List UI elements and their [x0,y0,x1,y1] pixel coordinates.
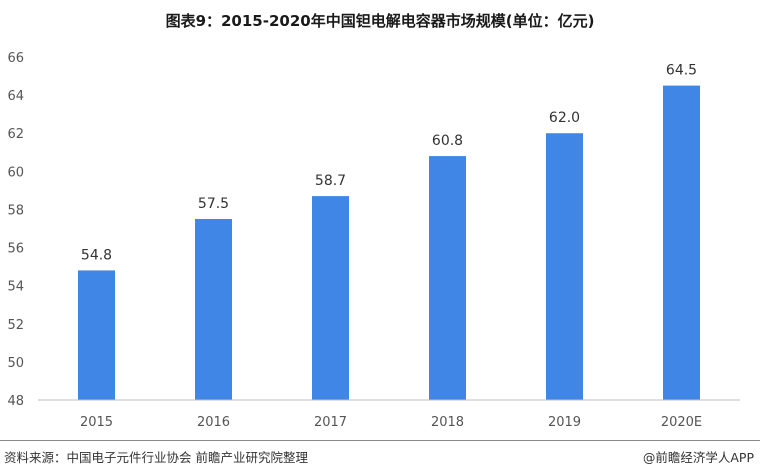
data-label-2015: 54.8 [81,247,112,263]
y-tick-label: 56 [7,242,24,257]
bar-2017 [312,196,349,400]
bar-2019 [546,133,583,400]
x-tick-label-2020E: 2020E [661,415,702,430]
source-note: 资料来源：中国电子元件行业协会 前瞻产业研究院整理 [4,450,308,465]
x-tick-label-2016: 2016 [197,415,230,430]
bar-2018 [429,156,466,400]
y-tick-label: 52 [7,318,24,333]
y-tick-label: 48 [7,394,24,409]
x-tick-label-2017: 2017 [314,415,347,430]
credit-note: @前瞻经济学人APP [642,450,754,465]
bar-2016 [195,218,232,400]
y-tick-label: 62 [7,127,24,142]
x-tick-label-2018: 2018 [431,415,464,430]
bar-chart: 48 50 52 54 56 58 60 62 64 66 54.8 57.5 58.7 60.8 62.… [7,51,740,430]
data-label-2019: 62.0 [549,110,580,126]
x-axis-ticks: 2015 2016 2017 2018 2019 2020E [80,415,702,430]
data-label-2017: 58.7 [315,173,346,189]
y-tick-label: 66 [7,51,24,66]
y-tick-label: 58 [7,203,24,218]
data-labels: 54.8 57.5 58.7 60.8 62.0 64.5 [81,63,697,264]
bar-2020E [663,85,700,400]
data-label-2018: 60.8 [432,133,463,149]
x-tick-label-2019: 2019 [548,415,581,430]
y-tick-label: 54 [7,280,24,295]
y-axis-ticks: 48 50 52 54 56 58 60 62 64 66 [7,51,24,409]
footer-divider [0,440,760,441]
bars [78,85,700,400]
data-label-2020E: 64.5 [666,63,697,79]
data-label-2016: 57.5 [198,196,229,212]
y-tick-label: 50 [7,356,24,371]
chart-title: 图表9：2015-2020年中国钽电解电容器市场规模(单位：亿元) [165,12,595,30]
bar-2015 [78,270,115,400]
y-tick-label: 60 [7,165,24,180]
y-tick-label: 64 [7,89,24,104]
x-tick-label-2015: 2015 [80,415,113,430]
